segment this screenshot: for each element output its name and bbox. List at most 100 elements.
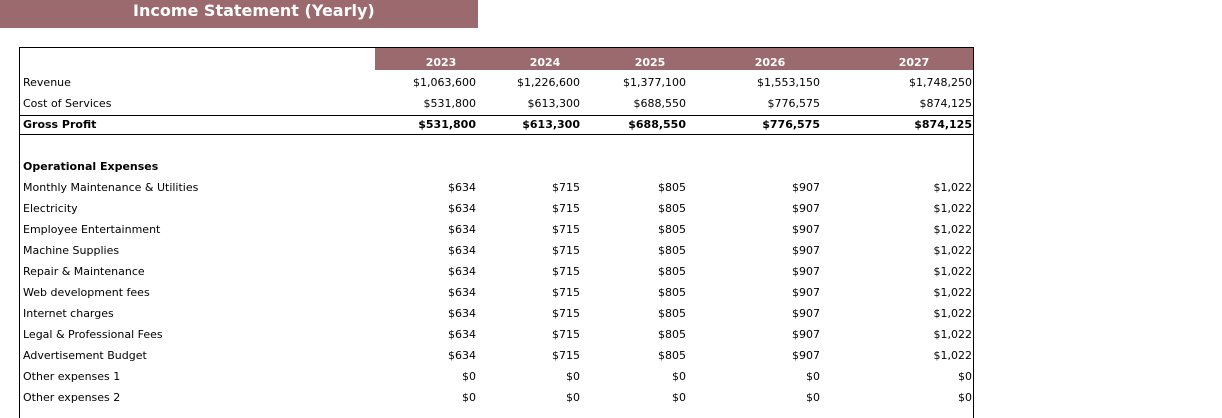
year-header-2027: 2027 xyxy=(898,56,930,69)
cell-2025[interactable]: $805 xyxy=(658,265,686,278)
cell-2026[interactable]: $1,553,150 xyxy=(757,76,820,89)
row-label: Machine Supplies xyxy=(23,244,120,257)
table-row[interactable]: Legal & Professional Fees $634 $715 $805… xyxy=(20,325,973,346)
cell-2023[interactable]: $634 xyxy=(448,328,476,341)
cell-2026[interactable]: $907 xyxy=(792,328,820,341)
cell-2026[interactable]: $776,575 xyxy=(767,97,821,110)
cell-2023[interactable]: $634 xyxy=(448,349,476,362)
cell-2024[interactable]: $715 xyxy=(552,328,580,341)
section-header-operational-expenses: Operational Expenses xyxy=(20,157,973,178)
table-row[interactable]: Advertisement Budget $634 $715 $805 $907… xyxy=(20,346,973,367)
cell-2024[interactable]: $0 xyxy=(566,391,580,404)
cell-2023[interactable]: $634 xyxy=(448,265,476,278)
cell-2024[interactable]: $715 xyxy=(552,265,580,278)
cell-2025[interactable]: $0 xyxy=(672,391,686,404)
cell-2025[interactable]: $805 xyxy=(658,202,686,215)
cell-2023[interactable]: $634 xyxy=(448,244,476,257)
cell-2027[interactable]: $1,022 xyxy=(933,223,973,236)
year-header-2023: 2023 xyxy=(425,56,457,69)
cell-2027[interactable]: $874,125 xyxy=(914,118,972,131)
row-label: Cost of Services xyxy=(23,97,112,110)
table-row[interactable]: Electricity $634 $715 $805 $907 $1,022 xyxy=(20,199,973,220)
cell-2027[interactable]: $1,022 xyxy=(933,181,973,194)
row-label: Electricity xyxy=(23,202,78,215)
cell-2027[interactable]: $874,125 xyxy=(919,97,973,110)
table-row[interactable]: Repair & Maintenance $634 $715 $805 $907… xyxy=(20,262,973,283)
cell-2024[interactable]: $715 xyxy=(552,349,580,362)
cell-2025[interactable]: $0 xyxy=(672,370,686,383)
table-row-revenue[interactable]: Revenue $1,063,600 $1,226,600 $1,377,100… xyxy=(20,73,973,94)
table-row[interactable]: Machine Supplies $634 $715 $805 $907 $1,… xyxy=(20,241,973,262)
cell-2025[interactable]: $805 xyxy=(658,307,686,320)
cell-2026[interactable]: $907 xyxy=(792,202,820,215)
cell-2023[interactable]: $634 xyxy=(448,181,476,194)
cell-2025[interactable]: $688,550 xyxy=(628,118,686,131)
row-label: Gross Profit xyxy=(23,118,97,131)
table-row-cost-of-services[interactable]: Cost of Services $531,800 $613,300 $688,… xyxy=(20,94,973,115)
cell-2024[interactable]: $715 xyxy=(552,223,580,236)
cell-2024[interactable]: $613,300 xyxy=(527,97,581,110)
row-label: Employee Entertainment xyxy=(23,223,161,236)
cell-2025[interactable]: $805 xyxy=(658,286,686,299)
cell-2027[interactable]: $0 xyxy=(958,391,972,404)
cell-2024[interactable]: $715 xyxy=(552,286,580,299)
cell-2025[interactable]: $805 xyxy=(658,244,686,257)
cell-2026[interactable]: $907 xyxy=(792,181,820,194)
cell-2023[interactable]: $1,063,600 xyxy=(413,76,476,89)
cell-2026[interactable]: $0 xyxy=(806,391,820,404)
table-row[interactable]: Internet charges $634 $715 $805 $907 $1,… xyxy=(20,304,973,325)
table-row[interactable]: Web development fees $634 $715 $805 $907… xyxy=(20,283,973,304)
year-header-2024: 2024 xyxy=(529,56,561,69)
row-label: Legal & Professional Fees xyxy=(23,328,163,341)
row-label: Monthly Maintenance & Utilities xyxy=(23,181,199,194)
row-label: Other expenses 1 xyxy=(23,370,121,383)
row-label: Web development fees xyxy=(23,286,150,299)
cell-2023[interactable]: $634 xyxy=(448,286,476,299)
gross-profit-bottom-border xyxy=(20,134,973,135)
cell-2023[interactable]: $0 xyxy=(462,391,476,404)
cell-2027[interactable]: $1,748,250 xyxy=(909,76,972,89)
cell-2025[interactable]: $805 xyxy=(658,223,686,236)
cell-2026[interactable]: $776,575 xyxy=(762,118,820,131)
cell-2027[interactable]: $1,022 xyxy=(933,265,973,278)
cell-2024[interactable]: $715 xyxy=(552,307,580,320)
cell-2025[interactable]: $805 xyxy=(658,328,686,341)
row-label: Revenue xyxy=(23,76,71,89)
cell-2027[interactable]: $1,022 xyxy=(933,328,973,341)
cell-2023[interactable]: $634 xyxy=(448,223,476,236)
cell-2024[interactable]: $613,300 xyxy=(522,118,580,131)
cell-2027[interactable]: $0 xyxy=(958,370,972,383)
cell-2026[interactable]: $907 xyxy=(792,265,820,278)
cell-2023[interactable]: $0 xyxy=(462,370,476,383)
cell-2023[interactable]: $634 xyxy=(448,202,476,215)
title-bar: Income Statement (Yearly) xyxy=(0,0,478,28)
cell-2024[interactable]: $1,226,600 xyxy=(517,76,580,89)
table-row[interactable]: Employee Entertainment $634 $715 $805 $9… xyxy=(20,220,973,241)
cell-2025[interactable]: $805 xyxy=(658,349,686,362)
cell-2027[interactable]: $1,022 xyxy=(933,202,973,215)
cell-2023[interactable]: $531,800 xyxy=(418,118,476,131)
table-row[interactable]: Other expenses 2 $0 $0 $0 $0 $0 xyxy=(20,388,973,409)
cell-2023[interactable]: $531,800 xyxy=(423,97,477,110)
cell-2025[interactable]: $1,377,100 xyxy=(623,76,686,89)
cell-2024[interactable]: $715 xyxy=(552,244,580,257)
cell-2024[interactable]: $715 xyxy=(552,181,580,194)
cell-2025[interactable]: $805 xyxy=(658,181,686,194)
cell-2026[interactable]: $907 xyxy=(792,223,820,236)
cell-2027[interactable]: $1,022 xyxy=(933,286,973,299)
cell-2026[interactable]: $0 xyxy=(806,370,820,383)
cell-2026[interactable]: $907 xyxy=(792,286,820,299)
table-row[interactable]: Other expenses 1 $0 $0 $0 $0 $0 xyxy=(20,367,973,388)
cell-2024[interactable]: $0 xyxy=(566,370,580,383)
table-row-gross-profit[interactable]: Gross Profit $531,800 $613,300 $688,550 … xyxy=(20,115,973,136)
table-row[interactable]: Monthly Maintenance & Utilities $634 $71… xyxy=(20,178,973,199)
cell-2027[interactable]: $1,022 xyxy=(933,307,973,320)
cell-2023[interactable]: $634 xyxy=(448,307,476,320)
cell-2024[interactable]: $715 xyxy=(552,202,580,215)
cell-2027[interactable]: $1,022 xyxy=(933,349,973,362)
cell-2026[interactable]: $907 xyxy=(792,244,820,257)
cell-2027[interactable]: $1,022 xyxy=(933,244,973,257)
cell-2026[interactable]: $907 xyxy=(792,307,820,320)
cell-2025[interactable]: $688,550 xyxy=(633,97,687,110)
cell-2026[interactable]: $907 xyxy=(792,349,820,362)
